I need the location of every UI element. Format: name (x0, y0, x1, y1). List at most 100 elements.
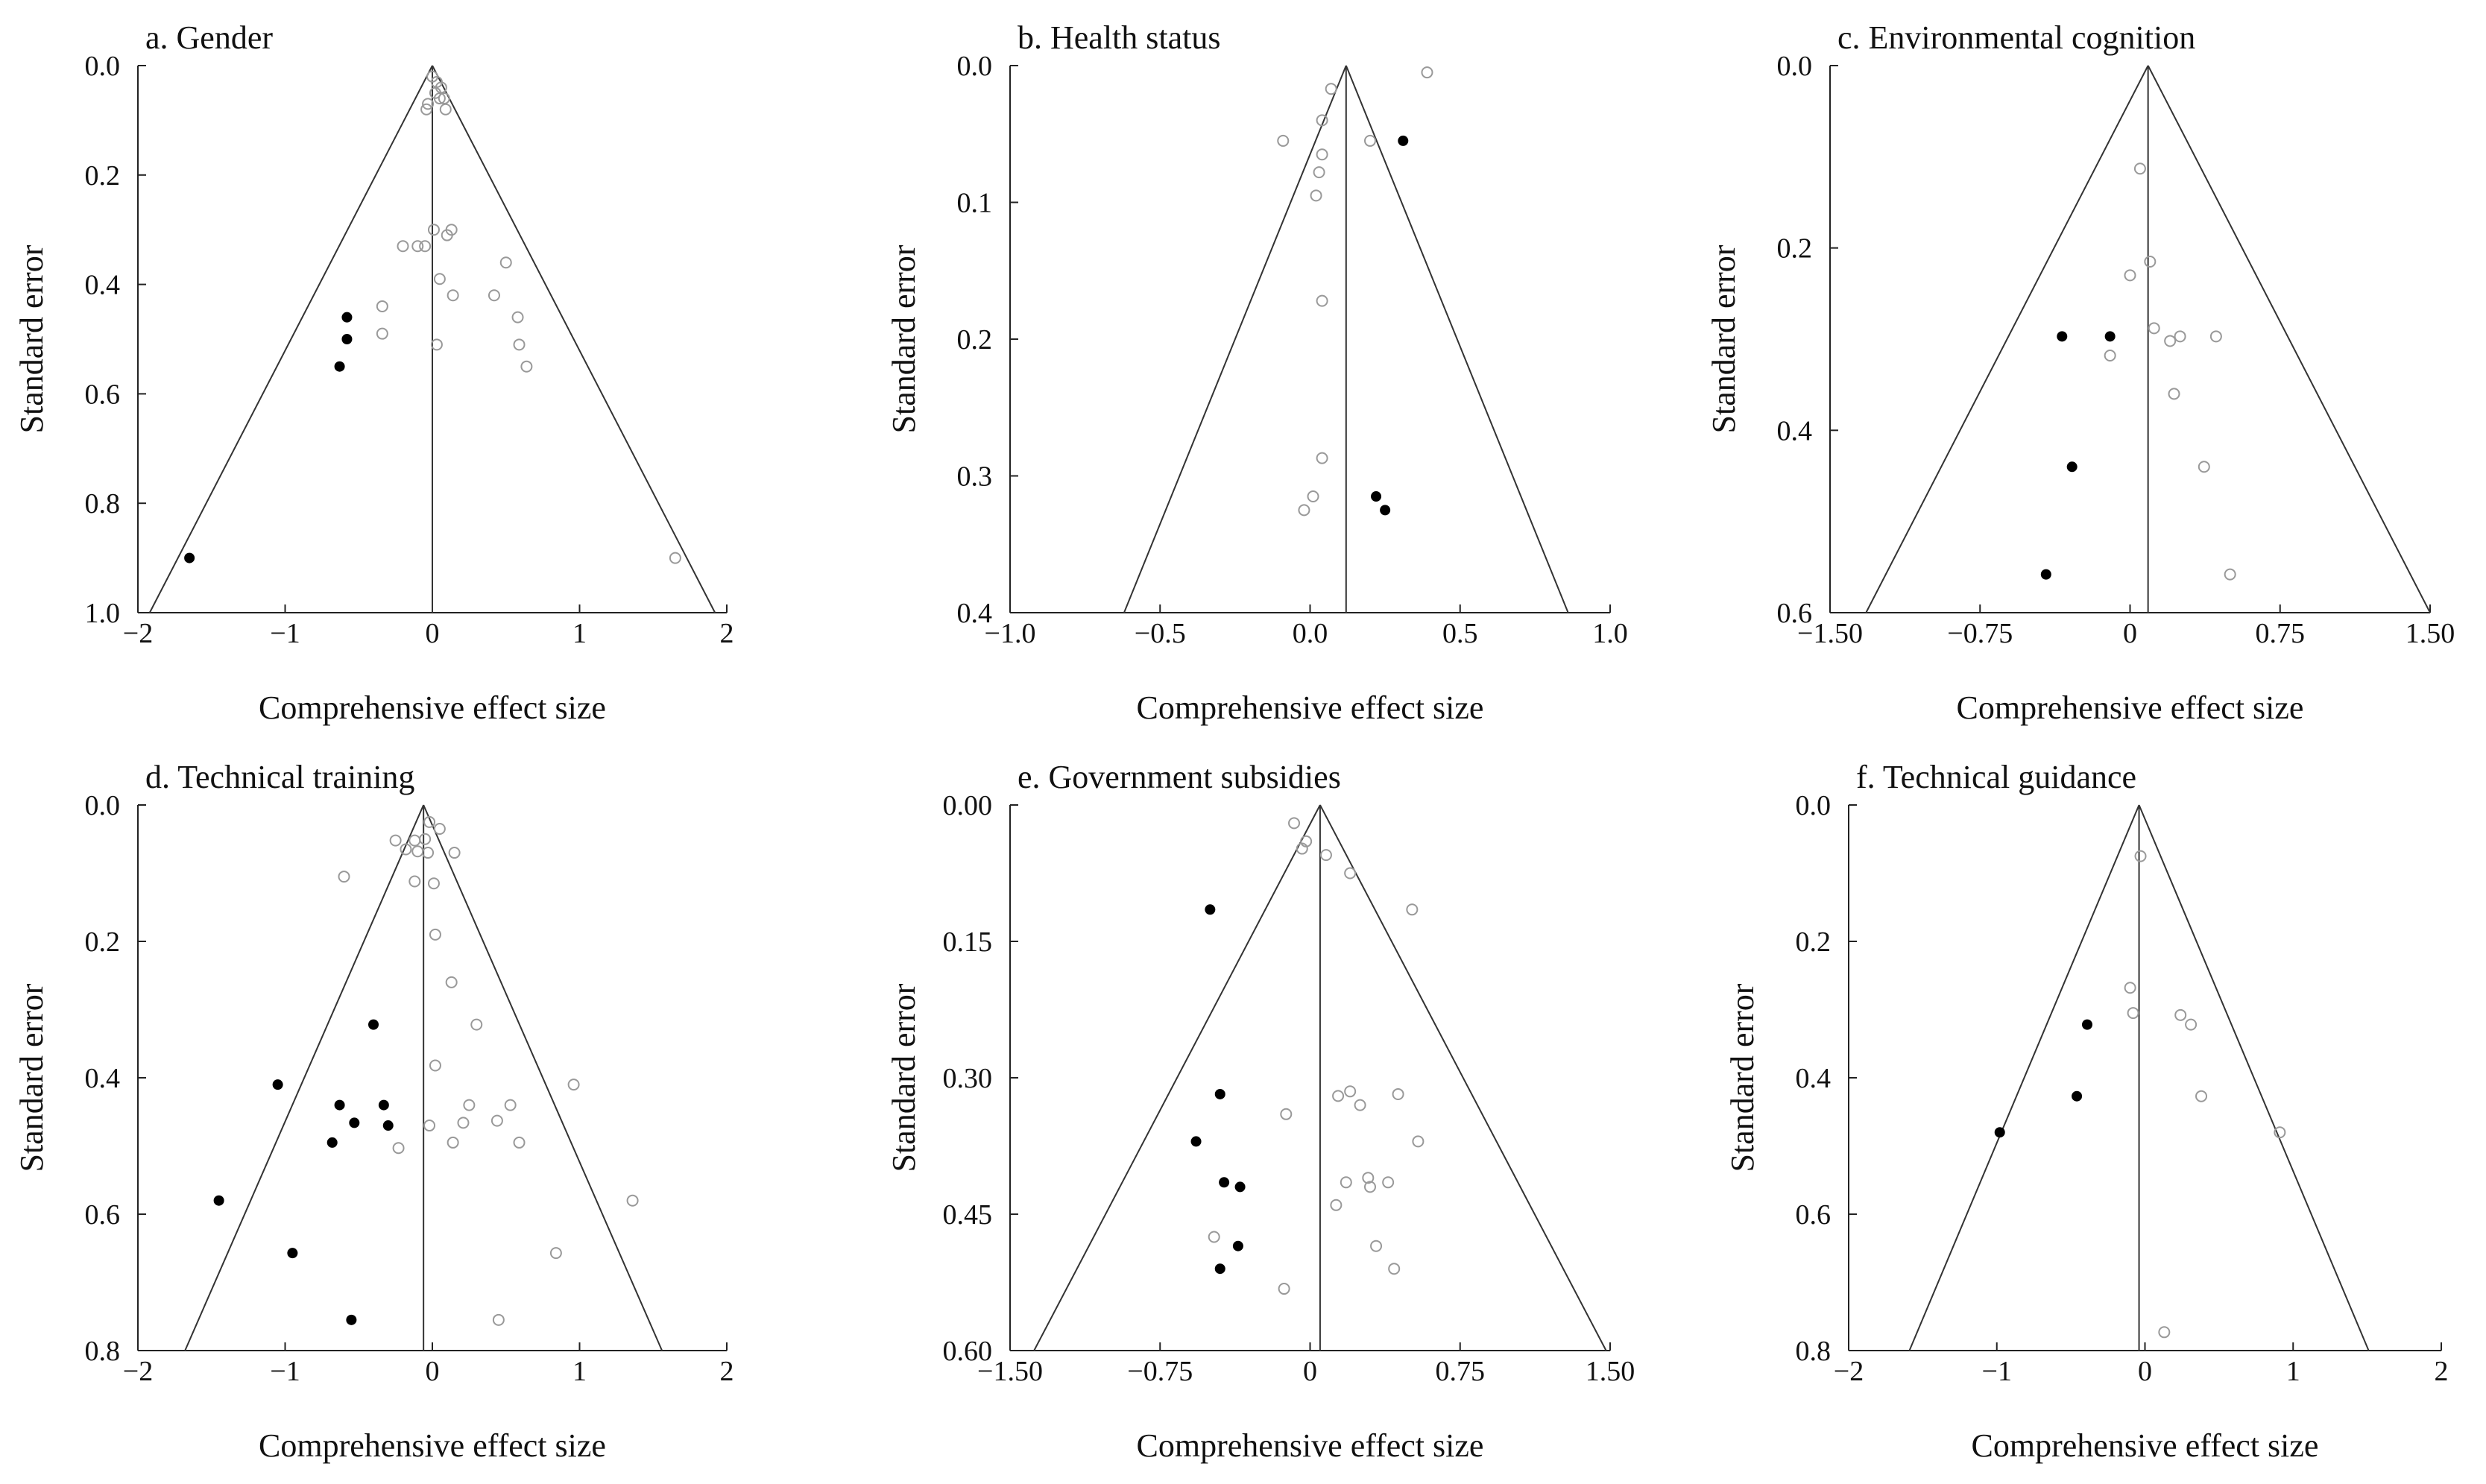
observed-study-point (511, 311, 524, 323)
observed-study-point (492, 1313, 505, 1326)
imputed-study-point (1214, 1088, 1225, 1099)
imputed-study-point (341, 312, 353, 323)
observed-study-point (1319, 849, 1332, 862)
observed-study-point (1330, 1199, 1343, 1211)
observed-study-point (2158, 1326, 2171, 1339)
observed-study-point (397, 240, 409, 253)
x-tick-label: −0.75 (1947, 618, 2013, 649)
imputed-study-point (184, 552, 195, 563)
imputed-study-point (346, 1314, 357, 1325)
observed-study-point (2134, 850, 2147, 862)
x-axis-label: Comprehensive effect size (259, 689, 606, 726)
y-tick-label: 0.45 (943, 1199, 993, 1231)
imputed-study-point (213, 1195, 224, 1206)
x-tick-label: 0 (1303, 1356, 1317, 1387)
observed-study-point (1325, 83, 1337, 95)
observed-study-point (427, 877, 440, 890)
observed-study-point (669, 552, 681, 564)
observed-study-point (411, 240, 424, 253)
imputed-study-point (382, 1120, 394, 1131)
observed-study-point (1313, 166, 1325, 179)
y-tick-label: 0.2 (85, 926, 121, 958)
x-axis-label: Comprehensive effect size (259, 1427, 606, 1464)
y-tick-label: 1.0 (85, 598, 121, 629)
observed-study-point (1421, 66, 1433, 79)
observed-study-point (1382, 1176, 1395, 1189)
panel-title: b. Health status (1018, 19, 1221, 56)
observed-study-point (2198, 461, 2210, 473)
observed-study-point (457, 1117, 470, 1129)
imputed-study-point (1190, 1136, 1202, 1147)
x-axis-label: Comprehensive effect size (1957, 689, 2304, 726)
observed-study-point (433, 92, 446, 105)
funnel-left-boundary (148, 65, 433, 613)
observed-study-point (433, 823, 446, 836)
funnel-left-boundary (1908, 804, 2140, 1351)
observed-study-point (1364, 134, 1376, 147)
observed-study-point (2127, 1007, 2139, 1020)
x-tick-label: −1 (1982, 1356, 2012, 1387)
x-tick-label: −2 (1834, 1356, 1864, 1387)
observed-study-point (2168, 388, 2180, 400)
panel-title: f. Technical guidance (1856, 759, 2136, 795)
y-axis-label: Standard error (886, 983, 922, 1172)
funnel-panel-3: −1.50 −0.75 0 0.75 1.50 0.0 0.2 0.4 0.6 c. Enviro… (1706, 19, 2455, 726)
observed-study-point (2209, 330, 2222, 343)
y-tick-label: 0.4 (85, 1063, 121, 1094)
observed-study-point (445, 224, 458, 236)
observed-study-point (1316, 114, 1328, 127)
observed-study-point (429, 928, 441, 941)
funnel-panel-2: −1.0 −0.5 0.0 0.5 1.0 0.0 0.1 0.2 0.3 0.4 b. Healt… (886, 19, 1628, 726)
x-axis-label: Comprehensive effect size (1137, 1427, 1484, 1464)
x-tick-label: −0.75 (1127, 1356, 1193, 1387)
x-tick-label: −1.50 (977, 1356, 1043, 1387)
observed-study-point (447, 1136, 459, 1149)
observed-study-point (420, 103, 433, 116)
x-tick-label: −1.50 (1797, 618, 1863, 649)
panel-title: e. Government subsidies (1018, 759, 1341, 795)
y-axis-label: Standard error (13, 983, 50, 1172)
y-tick-label: 0.6 (85, 1199, 121, 1231)
x-tick-label: 0.75 (2256, 618, 2306, 649)
imputed-study-point (1234, 1181, 1246, 1193)
observed-study-point (445, 976, 458, 988)
imputed-study-point (2104, 331, 2116, 342)
x-tick-label: 1 (2286, 1356, 2300, 1387)
y-tick-label: 0.8 (1796, 1336, 1832, 1367)
observed-study-point (433, 273, 446, 285)
x-tick-label: 0.0 (1293, 618, 1328, 649)
x-tick-label: −1 (270, 618, 300, 649)
observed-study-point (1392, 1087, 1404, 1100)
observed-study-point (513, 1136, 526, 1149)
observed-study-point (400, 843, 412, 856)
imputed-study-point (1205, 904, 1216, 915)
observed-study-point (419, 833, 432, 845)
funnel-left-boundary (1033, 804, 1321, 1351)
y-tick-label: 0.60 (943, 1336, 993, 1367)
imputed-study-point (334, 361, 345, 372)
x-tick-label: −0.5 (1135, 618, 1186, 649)
imputed-study-point (341, 334, 353, 344)
funnel-right-boundary (423, 804, 663, 1351)
observed-study-point (389, 834, 402, 847)
x-tick-label: −2 (123, 1356, 153, 1387)
observed-study-point (549, 1247, 562, 1260)
imputed-study-point (287, 1248, 298, 1259)
y-tick-label: 0.1 (957, 188, 993, 219)
panel-title: c. Environmental cognition (1837, 19, 2195, 56)
imputed-study-point (334, 1099, 345, 1111)
observed-study-point (2148, 322, 2160, 335)
observed-study-point (1310, 189, 1322, 202)
observed-study-point (422, 98, 435, 110)
x-tick-label: 1 (572, 1356, 587, 1387)
imputed-study-point (378, 1099, 389, 1111)
observed-study-point (423, 815, 436, 828)
observed-study-point (2124, 269, 2136, 282)
funnel-left-boundary (1123, 65, 1347, 613)
observed-study-point (1296, 842, 1308, 855)
funnel-panel-1: −2 −1 0 1 2 0.0 0.2 0.4 0.6 0.8 1.0 a. Gender Compre… (13, 19, 734, 726)
observed-study-point (1388, 1263, 1401, 1275)
observed-study-point (439, 103, 452, 116)
x-tick-label: 2 (2435, 1356, 2449, 1387)
